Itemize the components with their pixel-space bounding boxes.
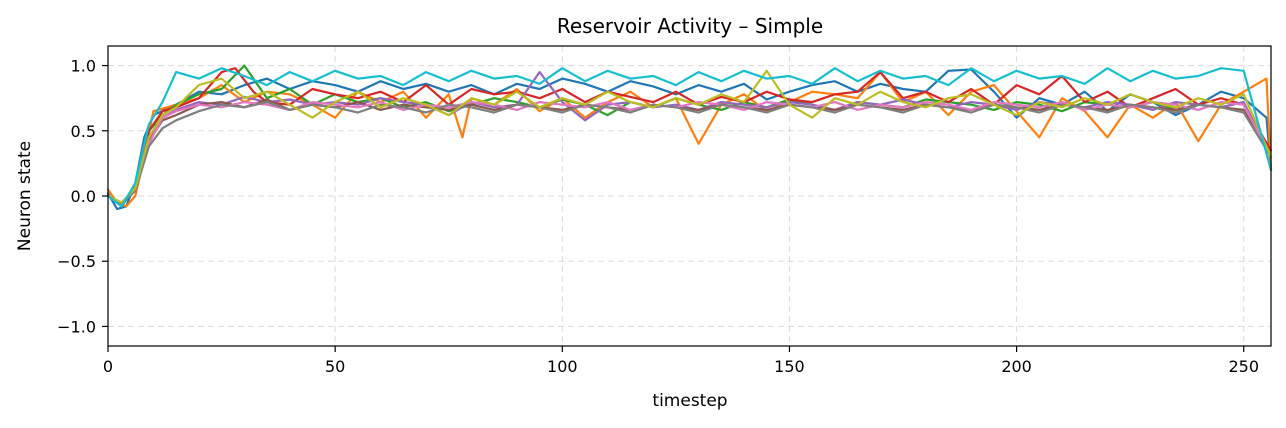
series-line-6 [106, 98, 1273, 205]
y-tick-label: −1.0 [57, 317, 96, 336]
x-tick-label: 0 [103, 357, 113, 376]
series-line-1 [106, 68, 1273, 211]
series-line-10 [106, 67, 1273, 208]
x-tick-label: 50 [325, 357, 345, 376]
y-tick-label: 1.0 [71, 57, 96, 76]
x-axis-ticks: 0 50 100 150 200 250 [103, 346, 1259, 376]
chart-title: Reservoir Activity – Simple [557, 14, 823, 38]
y-tick-label: −0.5 [57, 252, 96, 271]
x-axis-label: timestep [652, 391, 727, 411]
x-tick-label: 150 [774, 357, 805, 376]
x-tick-label: 100 [547, 357, 578, 376]
y-tick-label: 0.0 [71, 187, 96, 206]
x-tick-label: 250 [1228, 357, 1259, 376]
series-line-9 [106, 69, 1273, 204]
y-axis-ticks: −1.0 −0.5 0.0 0.5 1.0 [57, 57, 108, 336]
series-line-8 [106, 101, 1273, 205]
y-tick-label: 0.5 [71, 122, 96, 141]
y-axis-label: Neuron state [15, 141, 35, 251]
series-group [106, 64, 1273, 211]
series-line-7 [106, 101, 1273, 204]
x-tick-label: 200 [1001, 357, 1032, 376]
